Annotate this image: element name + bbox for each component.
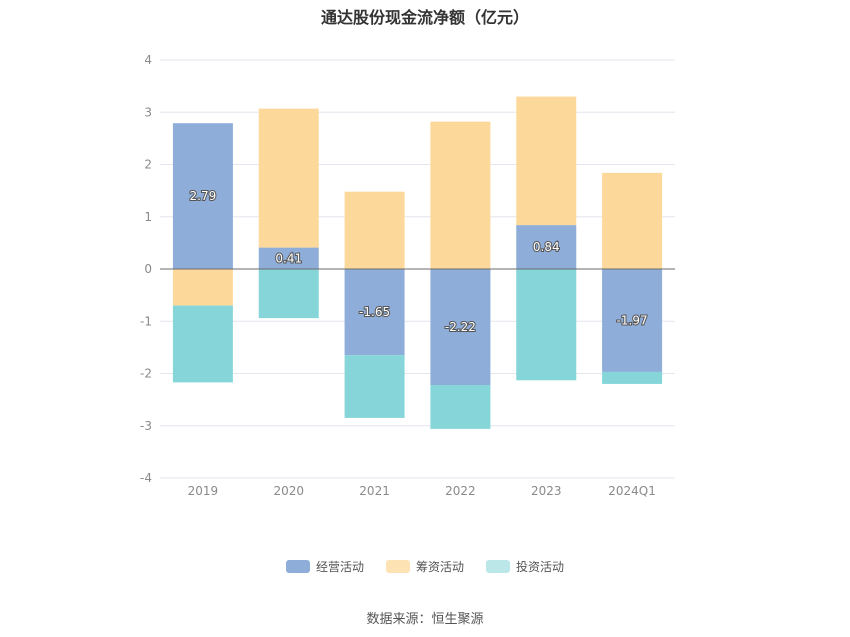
bar-投资活动-2024Q1 — [602, 371, 663, 384]
legend-swatch — [285, 560, 310, 573]
bar-投资活动-2021 — [344, 355, 405, 418]
bar-经营活动-2023 — [516, 225, 577, 269]
bar-投资活动-2023 — [516, 269, 577, 381]
y-tick-label: 0 — [144, 262, 152, 276]
y-tick-label: 3 — [144, 105, 152, 119]
data-label: 2.79 — [190, 189, 217, 203]
data-label: -1.97 — [617, 313, 648, 327]
legend-label: 筹资活动 — [415, 560, 464, 574]
bar-投资活动-2020 — [258, 269, 319, 319]
bar-投资活动-2019 — [172, 305, 233, 383]
data-labels: 2.79 0.41 -1.65 -2.22 0.84 -1.97 — [189, 188, 649, 335]
legend-item[interactable]: 筹资活动 — [385, 558, 464, 575]
y-tick-label: -4 — [140, 471, 152, 485]
source-note: 数据来源：恒生聚源 — [366, 612, 484, 627]
x-tick-label: 2023 — [531, 484, 562, 498]
bar-经营活动-2022 — [430, 269, 491, 385]
legend-item[interactable]: 投资活动 — [486, 558, 564, 575]
x-tick-label: 2020 — [273, 484, 304, 498]
data-label: -2.22 — [445, 320, 476, 334]
x-axis: 2019 2020 2021 2022 2023 2024Q1 — [188, 484, 656, 498]
bar-筹资活动-2019 — [172, 269, 233, 306]
y-tick-label: 1 — [144, 210, 152, 224]
bar-筹资活动-2021 — [344, 191, 405, 269]
data-label: -1.65 — [359, 305, 390, 319]
legend-swatch — [486, 560, 510, 573]
legend-label: 投资活动 — [516, 560, 565, 574]
bar-投资活动-2022 — [430, 384, 491, 429]
x-tick-label: 2021 — [359, 484, 390, 498]
bar-筹资活动-2023 — [516, 96, 577, 226]
x-tick-label: 2022 — [445, 484, 476, 498]
bar-筹资活动-2020 — [258, 108, 319, 248]
bar-筹资活动-2024Q1 — [602, 172, 663, 269]
y-axis: 4 3 2 1 0 -1 -2 -3 -4 — [140, 53, 152, 485]
legend-label: 经营活动 — [315, 560, 364, 574]
bar-经营活动-2021 — [344, 269, 405, 356]
chart-title: 通达股份现金流净额（亿元） — [320, 8, 529, 27]
legend-item[interactable]: 经营活动 — [285, 558, 364, 575]
legend: 经营活动 筹资活动 投资活动 — [0, 558, 850, 575]
data-label: 0.41 — [275, 251, 302, 265]
y-tick-label: -2 — [140, 367, 152, 381]
bar-经营活动-2019 — [172, 123, 233, 269]
bar-经营活动-2024Q1 — [602, 269, 663, 372]
y-tick-label: -1 — [140, 314, 152, 328]
y-tick-label: 4 — [144, 53, 152, 67]
y-tick-label: -3 — [140, 419, 152, 433]
x-tick-label: 2024Q1 — [608, 484, 656, 498]
bar-series — [172, 96, 663, 429]
bar-经营活动-2020 — [258, 247, 319, 269]
y-tick-label: 2 — [144, 158, 152, 172]
x-tick-label: 2019 — [188, 484, 219, 498]
legend-swatch — [385, 560, 410, 573]
data-label: 0.84 — [533, 240, 560, 254]
bar-筹资活动-2022 — [430, 121, 491, 269]
